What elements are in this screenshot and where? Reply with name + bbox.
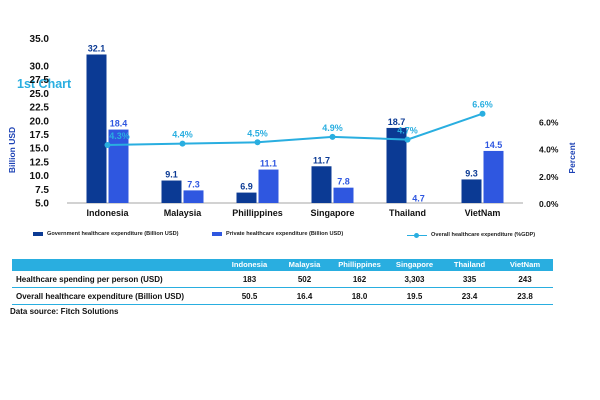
y-left-tick-label: 27.5 <box>30 75 50 86</box>
bar-government <box>86 54 107 203</box>
x-tick-label: Phillippines <box>232 208 283 218</box>
bar-government <box>161 180 182 203</box>
table-header-cell: Thailand <box>442 259 497 271</box>
table-cell: 19.5 <box>387 287 442 305</box>
y-left-tick-label: 22.5 <box>30 103 50 114</box>
y-left-tick-label: 30.0 <box>30 62 50 73</box>
data-source-note: Data source: Fitch Solutions <box>10 307 119 316</box>
data-label-government: 32.1 <box>88 43 106 53</box>
data-label-government: 9.1 <box>165 170 178 180</box>
data-label-private: 7.8 <box>337 177 350 187</box>
table-header-cell: Malaysia <box>277 259 332 271</box>
data-label-private: 18.4 <box>110 119 128 129</box>
table-cell: 23.4 <box>442 287 497 305</box>
table-header-row: Indonesia Malaysia Phillippines Singapor… <box>12 259 553 271</box>
table-header-cell: Phillippines <box>332 259 387 271</box>
table-cell: 502 <box>277 270 332 288</box>
legend-label-government: Government healthcare expenditure (Billi… <box>47 231 179 237</box>
table-cell: 23.8 <box>497 287 553 305</box>
y-right-tick-label: 2.0% <box>539 172 559 182</box>
x-tick-label: VietNam <box>465 208 501 218</box>
data-label-private: 7.3 <box>187 179 200 189</box>
bar-private <box>333 187 354 203</box>
data-label-gdp: 6.6% <box>472 100 493 110</box>
table-cell: 183 <box>222 270 277 288</box>
table-row: Overall healthcare expenditure (Billion … <box>12 287 553 305</box>
data-table: Indonesia Malaysia Phillippines Singapor… <box>12 259 553 305</box>
bar-government <box>461 179 482 203</box>
x-tick-label: Malaysia <box>164 208 203 218</box>
legend-item-government: Government healthcare expenditure (Billi… <box>33 231 178 237</box>
gdp-line <box>107 112 483 147</box>
data-label-gdp: 4.5% <box>247 128 268 138</box>
table-cell: 16.4 <box>277 287 332 305</box>
table-header-cell: VietNam <box>497 259 553 271</box>
chart-title: 1st Chart <box>17 77 72 91</box>
table-cell: 18.0 <box>332 287 387 305</box>
x-tick-label: Singapore <box>310 208 354 218</box>
bar-private <box>258 169 279 203</box>
y-left-tick-label: 7.5 <box>35 185 49 196</box>
legend-label-gdp: Overall healthcare expenditure (%GDP) <box>431 232 536 238</box>
gdp-point <box>179 140 186 147</box>
legend-label-private: Private healthcare expenditure (Billion … <box>226 231 344 237</box>
table-cell: 50.5 <box>222 287 277 305</box>
data-label-private: 14.5 <box>485 140 503 150</box>
legend-swatch-private <box>212 232 222 236</box>
data-label-government: 11.7 <box>313 155 330 165</box>
legend-swatch-gdp <box>407 231 427 239</box>
y-left-tick-label: 20.0 <box>30 116 50 127</box>
bar-private <box>483 150 504 203</box>
data-label-gdp: 4.3% <box>109 131 130 141</box>
table-header-cell: Singapore <box>387 259 442 271</box>
y-right-tick-label: 4.0% <box>539 145 559 155</box>
gdp-point <box>479 110 486 117</box>
y-left-tick-label: 10.0 <box>30 171 50 182</box>
gdp-point <box>404 136 411 143</box>
data-label-government: 6.9 <box>240 182 253 192</box>
bar-private <box>108 129 129 203</box>
table-row-label: Healthcare spending per person (USD) <box>12 270 222 288</box>
data-label-gdp: 4.9% <box>322 123 343 133</box>
legend-item-private: Private healthcare expenditure (Billion … <box>212 231 343 237</box>
gdp-point <box>104 142 111 149</box>
data-label-gdp: 4.4% <box>172 130 193 140</box>
bar-private <box>183 190 204 203</box>
gdp-point <box>329 133 336 140</box>
table-cell: 243 <box>497 270 553 288</box>
data-label-gdp: 4.7% <box>397 126 418 136</box>
table-cell: 335 <box>442 270 497 288</box>
y-left-tick-label: 25.0 <box>30 89 50 100</box>
table-row: Healthcare spending per person (USD) 183… <box>12 270 553 288</box>
y-left-tick-label: 12.5 <box>30 157 50 168</box>
y-right-tick-label: 6.0% <box>539 117 559 127</box>
table-header-cell: Indonesia <box>222 259 277 271</box>
data-label-private: 11.1 <box>260 159 277 169</box>
data-label-government: 18.7 <box>388 117 406 127</box>
x-tick-label: Thailand <box>389 208 426 218</box>
x-tick-label: Indonesia <box>86 208 129 218</box>
y-left-tick-label: 5.0 <box>35 199 49 210</box>
data-label-government: 9.3 <box>465 168 478 178</box>
table-header-cell <box>12 259 222 271</box>
table-row-label: Overall healthcare expenditure (Billion … <box>12 287 222 305</box>
y-left-axis-title: Billion USD <box>7 127 17 173</box>
y-left-tick-label: 17.5 <box>30 130 50 141</box>
legend-swatch-government <box>33 232 43 236</box>
y-left-tick-label: 15.0 <box>30 144 50 155</box>
bar-government <box>386 127 407 203</box>
y-right-tick-label: 0.0% <box>539 199 559 209</box>
y-right-axis-title: Percent <box>567 142 577 173</box>
table-cell: 162 <box>332 270 387 288</box>
y-left-tick-label: 35.0 <box>30 34 50 45</box>
bar-government <box>236 192 257 203</box>
legend-item-gdp: Overall healthcare expenditure (%GDP) <box>407 231 535 239</box>
table-cell: 3,303 <box>387 270 442 288</box>
gdp-point <box>254 139 261 146</box>
data-label-private: 4.7 <box>412 194 425 204</box>
combo-chart: 5.0 7.5 10.0 12.5 15.0 17.5 20.0 22.5 25.0 27.5 30… <box>7 34 577 218</box>
bar-government <box>311 166 332 203</box>
